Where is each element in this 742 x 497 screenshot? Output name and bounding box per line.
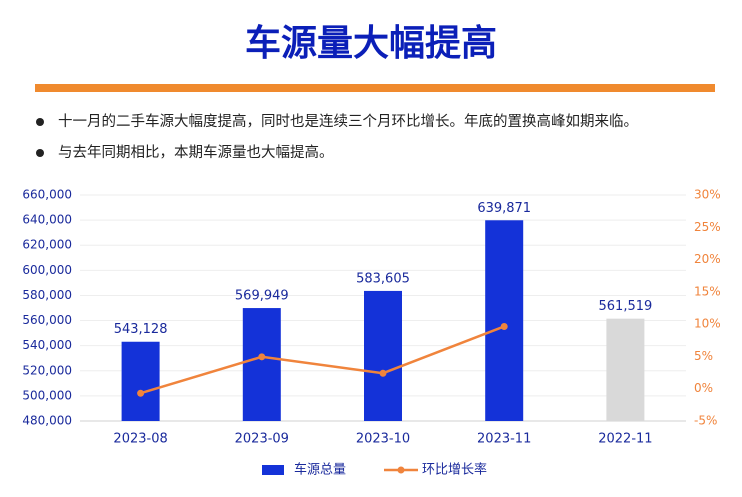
- bar: [606, 318, 645, 421]
- data-label: 569,949: [235, 289, 289, 304]
- y-tick-label: 580,000: [22, 288, 72, 302]
- y2-tick-label: 30%: [694, 188, 721, 202]
- line-point: [379, 369, 387, 377]
- bar: [121, 341, 160, 421]
- y-tick-label: 480,000: [22, 414, 72, 428]
- y2-tick-label: 15%: [694, 284, 721, 298]
- bar: [485, 220, 524, 421]
- y2-tick-label: -5%: [694, 414, 717, 428]
- y-tick-label: 600,000: [22, 263, 72, 277]
- y2-tick-label: 10%: [694, 317, 721, 331]
- y-tick-label: 540,000: [22, 338, 72, 352]
- title-rule: [35, 84, 715, 92]
- line: [140, 325, 505, 395]
- y2-tick-label: 0%: [694, 381, 713, 395]
- bar: [364, 290, 402, 421]
- bullet-dot: [36, 149, 44, 157]
- data-label: 639,871: [477, 201, 531, 216]
- y2-tick-label: 5%: [694, 349, 713, 363]
- page-title: 车源量大幅提高: [245, 23, 497, 64]
- y-tick-label: 640,000: [22, 213, 72, 227]
- bullet-text: 十一月的二手车源大幅度提高，同时也是连续三个月环比增长。年底的置换高峰如期来临。: [58, 113, 638, 130]
- line-point: [500, 322, 508, 330]
- y2-tick-label: 20%: [694, 252, 721, 266]
- data-label: 583,605: [356, 271, 410, 286]
- bar: [242, 308, 281, 421]
- legend-swatch: [262, 465, 284, 475]
- x-tick-label: 2023-10: [356, 432, 410, 447]
- x-tick-label: 2023-09: [235, 432, 289, 447]
- data-label: 561,519: [599, 299, 653, 314]
- y-tick-label: 520,000: [22, 363, 72, 377]
- y-tick-label: 620,000: [22, 238, 72, 252]
- y-tick-label: 500,000: [22, 388, 72, 402]
- x-tick-label: 2023-11: [477, 432, 531, 447]
- bullet-dot: [36, 118, 44, 126]
- y2-tick-label: 25%: [694, 220, 721, 234]
- legend-label: 车源总量: [294, 462, 346, 478]
- bullet-text: 与去年同期相比，本期车源量也大幅提高。: [58, 144, 334, 161]
- y-tick-label: 660,000: [22, 188, 72, 202]
- y-tick-label: 560,000: [22, 313, 72, 327]
- line-point: [258, 353, 266, 361]
- legend-label: 环比增长率: [422, 462, 487, 478]
- data-label: 543,128: [114, 322, 168, 337]
- x-tick-label: 2022-11: [598, 432, 652, 447]
- legend-swatch: [397, 466, 405, 474]
- x-tick-label: 2023-08: [113, 432, 167, 447]
- line-point: [137, 389, 145, 397]
